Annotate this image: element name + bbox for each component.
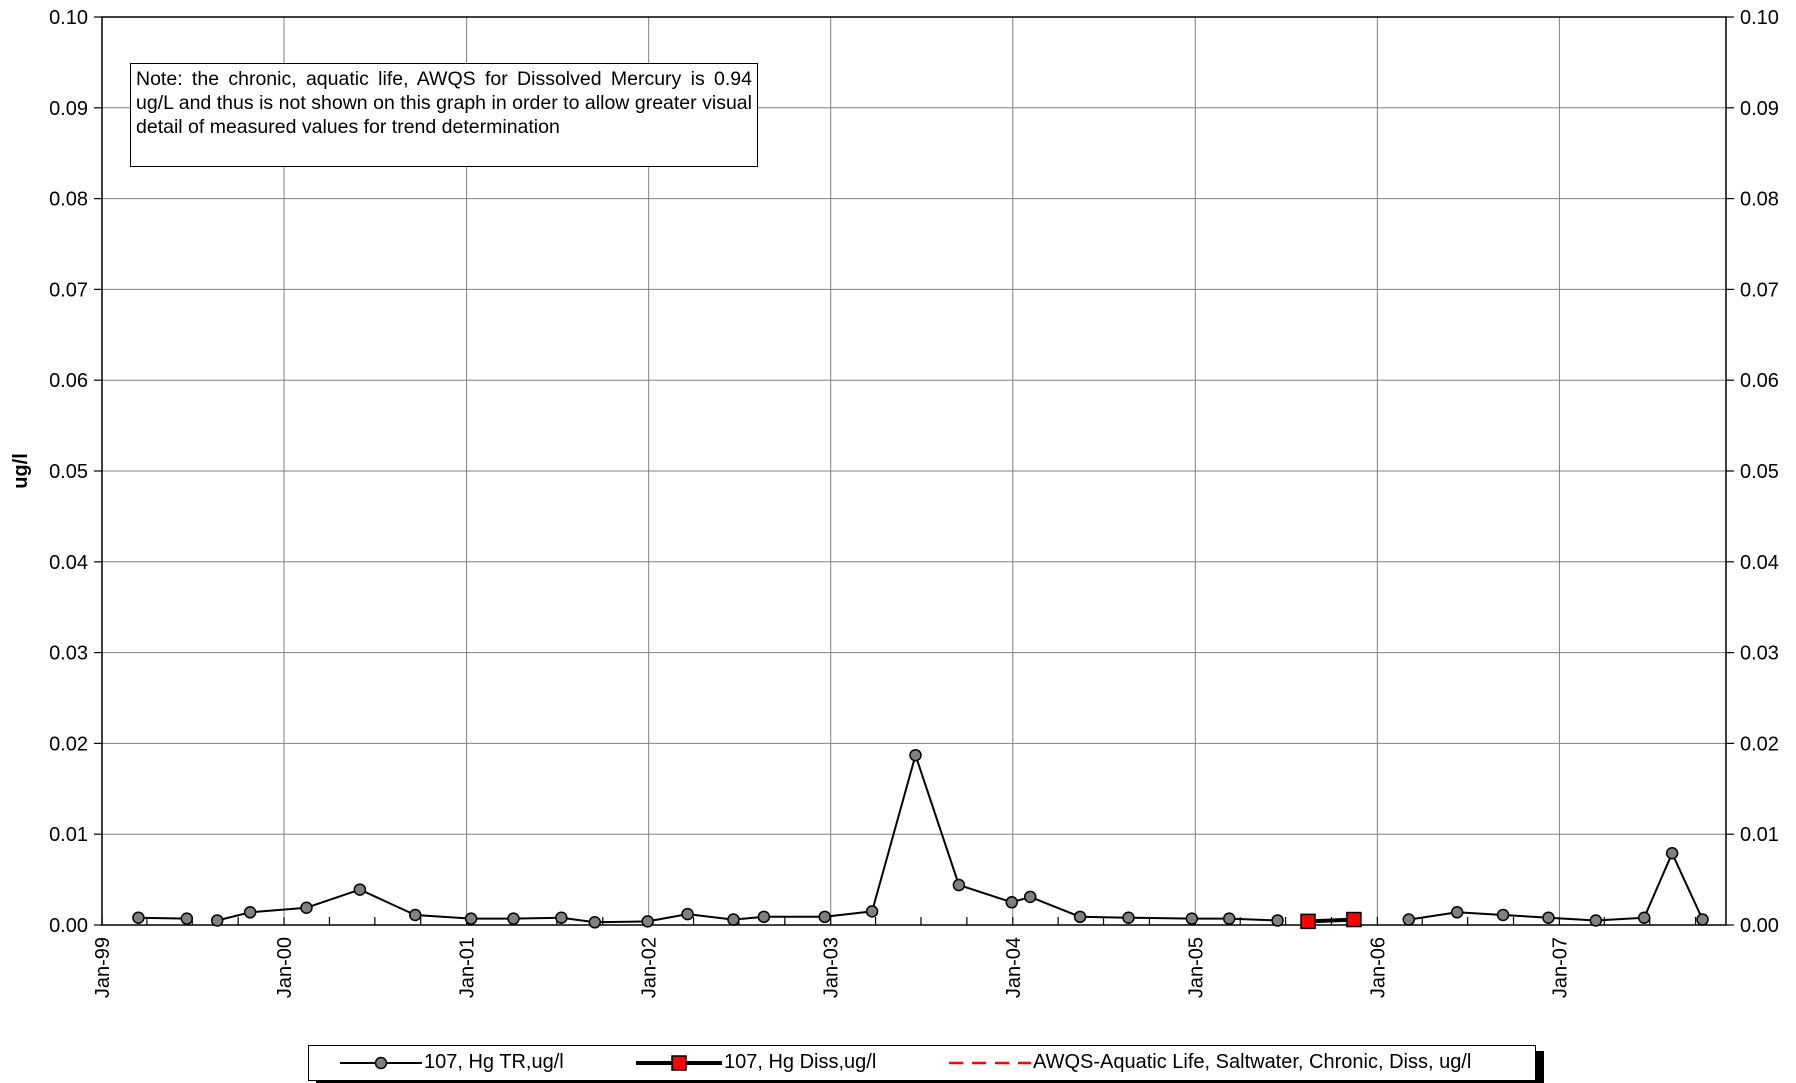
data-point-hg-tr <box>1402 913 1416 926</box>
note-annotation: Note: the chronic, aquatic life, AWQS fo… <box>130 63 758 167</box>
y-tick-label-right: 0.07 <box>1740 279 1779 301</box>
y-tick-label-right: 0.00 <box>1740 915 1779 937</box>
x-tick-label: Jan-05 <box>1185 937 1207 998</box>
data-point-hg-tr <box>1542 911 1555 924</box>
legend-label-awqs: AWQS-Aquatic Life, Saltwater, Chronic, D… <box>1033 1051 1472 1073</box>
data-point-hg-tr <box>243 906 257 919</box>
y-tick-label: 0.06 <box>49 370 88 392</box>
legend-item-hg-diss: 107, Hg Diss,ug/l <box>636 1046 876 1079</box>
legend-swatch-awqs <box>949 1061 1031 1064</box>
data-point-hg-tr <box>180 912 194 925</box>
y-tick-label: 0.03 <box>49 643 88 665</box>
data-point-hg-tr <box>1023 890 1037 904</box>
y-axis-title: ug/l <box>10 453 32 489</box>
series-line-0 <box>138 916 187 920</box>
data-point-hg-tr <box>1222 912 1236 925</box>
data-point-hg-tr <box>132 911 145 924</box>
legend-label-hg-tr: 107, Hg TR,ug/l <box>424 1051 564 1073</box>
data-point-hg-tr <box>818 910 831 924</box>
data-point-hg-tr <box>757 910 771 924</box>
series <box>132 748 1709 930</box>
legend-swatch-hg-tr <box>340 1056 422 1069</box>
data-point-hg-tr <box>1271 914 1284 927</box>
x-tick-label: Jan-04 <box>1003 937 1025 998</box>
y-tick-label-right: 0.05 <box>1740 461 1779 483</box>
y-tick-label-right: 0.09 <box>1740 98 1779 120</box>
data-point-hg-tr <box>727 913 740 926</box>
y-tick-label-right: 0.04 <box>1740 552 1779 574</box>
data-point-hg-tr <box>1185 912 1199 925</box>
y-tick-label: 0.05 <box>49 461 88 483</box>
x-tick-label: Jan-07 <box>1549 937 1571 998</box>
data-point-hg-tr <box>1665 847 1679 860</box>
y-tick-label: 0.07 <box>49 279 88 301</box>
legend-item-awqs: AWQS-Aquatic Life, Saltwater, Chronic, D… <box>949 1046 1471 1079</box>
data-point-hg-diss <box>1346 911 1362 928</box>
data-point-hg-tr <box>1496 908 1510 922</box>
data-point-hg-tr <box>1122 911 1135 924</box>
y-tick-label: 0.02 <box>49 733 88 755</box>
y-tick-label: 0.00 <box>49 915 88 937</box>
data-point-hg-diss <box>1300 913 1316 930</box>
data-point-hg-tr <box>1005 896 1019 909</box>
data-point-hg-tr <box>588 916 602 929</box>
legend: 107, Hg TR,ug/l 107, Hg Diss,ug/l AWQS-A… <box>308 1045 1536 1081</box>
data-point-hg-tr <box>1589 914 1603 927</box>
data-point-hg-tr <box>681 907 694 921</box>
x-tick-label: Jan-01 <box>457 937 479 998</box>
data-point-hg-tr <box>353 883 367 896</box>
y-tick-label-right: 0.10 <box>1740 7 1779 29</box>
data-point-hg-tr <box>641 915 654 928</box>
legend-label-hg-diss: 107, Hg Diss,ug/l <box>724 1051 877 1073</box>
data-point-hg-tr <box>909 748 922 762</box>
data-point-hg-tr <box>952 878 966 892</box>
axes: 0.00 0.00 0.01 0.01 0.02 0.02 0.03 0.03 0.04 0.04… <box>49 7 1779 998</box>
y-tick-label-right: 0.06 <box>1740 370 1779 392</box>
data-point-hg-tr <box>408 908 422 922</box>
y-tick-label: 0.09 <box>49 98 88 120</box>
x-tick-label: Jan-00 <box>274 937 296 998</box>
y-tick-label: 0.01 <box>49 824 88 846</box>
data-point-hg-tr <box>1450 906 1464 919</box>
data-point-hg-tr <box>555 911 568 924</box>
y-tick-label: 0.10 <box>49 7 88 29</box>
legend-item-hg-tr: 107, Hg TR,ug/l <box>340 1046 564 1079</box>
x-tick-label: Jan-06 <box>1367 937 1389 998</box>
x-tick-label: Jan-02 <box>639 937 661 998</box>
data-point-hg-tr <box>1073 910 1087 924</box>
y-tick-label-right: 0.02 <box>1740 733 1779 755</box>
x-tick-label: Jan-03 <box>821 937 843 998</box>
y-tick-label: 0.04 <box>49 552 88 574</box>
series-line-0 <box>1408 852 1704 922</box>
data-point-hg-tr <box>1696 913 1709 926</box>
x-tick-label: Jan-99 <box>92 937 114 998</box>
y-tick-label-right: 0.03 <box>1740 643 1779 665</box>
data-point-hg-tr <box>865 905 879 918</box>
y-tick-label-right: 0.01 <box>1740 824 1779 846</box>
y-tick-label-right: 0.08 <box>1740 189 1779 211</box>
data-point-hg-tr <box>507 912 520 925</box>
legend-swatch-hg-diss <box>636 1054 722 1071</box>
series-line-0 <box>216 754 1278 924</box>
y-tick-label: 0.08 <box>49 189 88 211</box>
data-point-hg-tr <box>300 901 313 914</box>
data-point-hg-tr <box>464 912 478 925</box>
data-point-hg-tr <box>1637 911 1651 924</box>
data-point-hg-tr <box>210 914 224 927</box>
